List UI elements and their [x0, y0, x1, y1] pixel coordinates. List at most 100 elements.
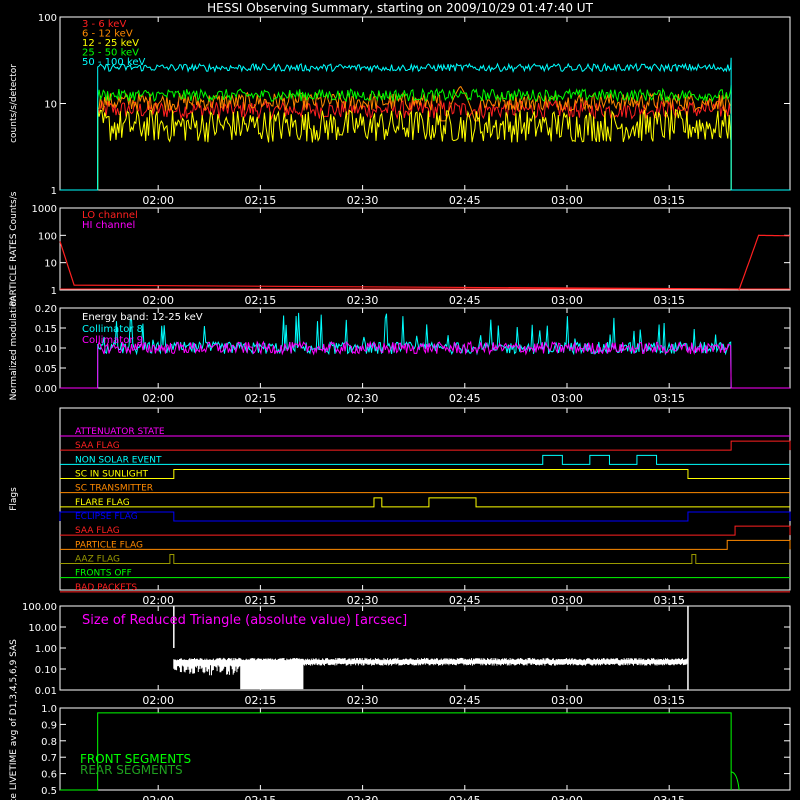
x-tick-label: 02:00: [142, 794, 174, 800]
chart-title: HESSI Observing Summary, starting on 200…: [207, 1, 593, 15]
y-tick-label: 0.9: [41, 720, 57, 731]
x-tick-label: 02:15: [245, 194, 277, 207]
series-line-4: [60, 57, 790, 191]
flag-label: NON SOLAR EVENT: [75, 455, 162, 465]
x-tick-label: 02:15: [245, 294, 277, 307]
flag-label: SAA FLAG: [75, 441, 120, 451]
x-tick-label: 03:15: [653, 794, 685, 800]
legend-entry: 50 - 100 keV: [82, 57, 146, 68]
panel-frame: [59, 707, 791, 791]
flag-label: PARTICLE FLAG: [75, 540, 143, 550]
x-tick-label: 03:15: [653, 294, 685, 307]
x-tick-label: 03:15: [653, 194, 685, 207]
y-tick-label: 0.05: [35, 364, 57, 375]
panel-livetime: 02:00 02:15 02:30 02:45 03:00 03:15 0.5 0.6 0.7 0…: [9, 659, 791, 800]
y-tick-label: 1000: [32, 204, 57, 215]
flag-label: BAD PACKETS: [75, 583, 137, 593]
x-tick-label: 02:30: [347, 294, 379, 307]
panel-frame: [59, 407, 791, 591]
panel-frame: [59, 207, 791, 291]
flag-label: FRONTS OFF: [75, 569, 132, 579]
y-tick-label: 0.00: [35, 384, 57, 395]
legend-entry: 6 - 12 keV: [82, 29, 133, 40]
flag-line-6: [59, 511, 791, 522]
x-tick-label: 02:30: [347, 194, 379, 207]
y-tick-label: 10.00: [28, 623, 57, 634]
x-tick-label: 02:00: [142, 594, 174, 607]
x-tick-label: 02:00: [142, 194, 174, 207]
x-tick-label: 03:00: [551, 594, 583, 607]
x-tick-label: 03:15: [653, 392, 685, 405]
y-axis-label: SAS: [9, 639, 19, 657]
y-tick-label: 0.8: [41, 737, 57, 748]
flag-line-2: [60, 454, 790, 465]
flag-label: FLARE FLAG: [75, 498, 130, 508]
x-tick-label: 03:00: [551, 294, 583, 307]
series-line-2: [60, 108, 790, 191]
legend-entry: 3 - 6 keV: [82, 19, 126, 30]
x-tick-label: 02:30: [347, 594, 379, 607]
x-tick-label: 02:45: [449, 392, 481, 405]
y-tick-label: 0.10: [35, 665, 57, 676]
x-tick-label: 02:45: [449, 694, 481, 707]
legend-entry: HI channel: [82, 220, 135, 231]
x-tick-label: 03:15: [653, 694, 685, 707]
flag-line-3: [60, 469, 790, 479]
series-line-lo: [59, 234, 790, 291]
flag-label: AAZ FLAG: [75, 555, 120, 565]
y-tick-label: 100: [38, 231, 57, 242]
y-tick-label: 0.6: [41, 770, 57, 781]
legend-entry: Collimator 9: [82, 335, 143, 346]
x-tick-label: 02:15: [245, 594, 277, 607]
y-tick-label: 0.15: [35, 324, 57, 335]
flag-label: SC TRANSMITTER: [75, 484, 153, 494]
x-tick-label: 02:15: [245, 392, 277, 405]
x-tick-label: 02:15: [245, 694, 277, 707]
flag-line-5: [60, 497, 790, 508]
y-tick-label: 1: [51, 286, 57, 297]
x-tick-label: 02:00: [142, 694, 174, 707]
flag-label: SAA FLAG: [75, 526, 120, 536]
flag-line-1: [60, 440, 791, 451]
x-tick-label: 02:00: [142, 392, 174, 405]
flag-line-7: [60, 525, 791, 536]
x-tick-label: 03:00: [551, 194, 583, 207]
panel-modulation: 02:00 02:15 02:30 02:45 03:00 03:15 0.00 0.05 0.…: [9, 296, 791, 405]
panel-particle_rates: 02:00 02:15 02:30 02:45 03:00 03:15 1 10 100 1000…: [9, 191, 791, 307]
y-tick-label: 100: [38, 13, 57, 24]
y-tick-label: 0.01: [35, 686, 57, 697]
flag-line-8: [60, 539, 791, 550]
y-tick-label: 1.0: [41, 704, 57, 715]
y-axis-label: Mon. Rate LIVETIME avg of D1,3,4,5,6,9: [9, 659, 19, 800]
y-axis-label: PARTICLE RATES Counts/s: [9, 191, 19, 306]
series-line-3: [60, 85, 790, 191]
x-tick-label: 03:15: [653, 594, 685, 607]
x-tick-label: 02:45: [449, 194, 481, 207]
y-axis-label: Flags: [9, 487, 19, 511]
panel-count_rates: 02:00 02:15 02:30 02:45 03:00 03:15 1 10 100 coun…: [9, 13, 791, 207]
legend-entry: 25 - 50 keV: [82, 48, 139, 59]
flag-label: ATTENUATOR STATE: [75, 427, 165, 437]
legend-entry: FRONT SEGMENTS: [80, 752, 191, 766]
x-tick-label: 03:00: [551, 794, 583, 800]
x-tick-label: 02:45: [449, 794, 481, 800]
y-tick-label: 0.5: [41, 786, 57, 797]
y-tick-label: 10: [44, 259, 57, 270]
x-tick-label: 02:00: [142, 294, 174, 307]
x-tick-label: 03:00: [551, 694, 583, 707]
legend-entry: REAR SEGMENTS: [80, 763, 183, 777]
legend-entry: LO channel: [82, 210, 138, 221]
panel-flags: 02:00 02:15 02:30 02:45 03:00 03:15 Flags ATTEN…: [9, 407, 791, 607]
livetime-line: [60, 712, 740, 791]
x-tick-label: 03:00: [551, 392, 583, 405]
legend-entry: Collimator 8: [82, 324, 143, 335]
x-tick-label: 02:45: [449, 294, 481, 307]
series-trace: [173, 657, 688, 690]
x-tick-label: 02:15: [245, 794, 277, 800]
flag-label: SC IN SUNLIGHT: [75, 470, 149, 480]
series-line-1: [60, 340, 790, 389]
legend-entry: 12 - 25 keV: [82, 38, 139, 49]
y-tick-label: 100.00: [22, 602, 57, 613]
y-tick-label: 0.7: [41, 753, 57, 764]
